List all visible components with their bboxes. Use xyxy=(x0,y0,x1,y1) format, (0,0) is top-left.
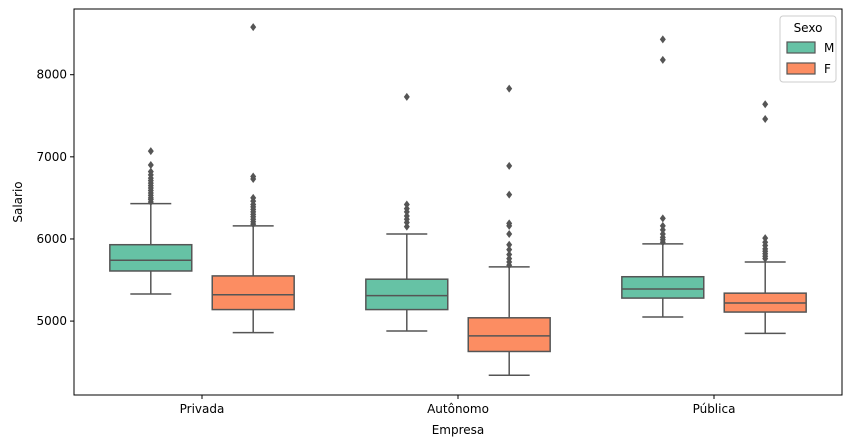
outlier-point xyxy=(403,222,410,231)
box xyxy=(467,317,551,353)
y-tick-label: 8000 xyxy=(36,68,67,82)
outlier-point xyxy=(403,211,410,220)
legend-title: Sexo xyxy=(794,21,823,35)
outlier-point xyxy=(506,230,513,239)
outlier-point xyxy=(403,92,410,101)
y-tick-label: 6000 xyxy=(36,232,67,246)
outlier-point xyxy=(659,221,666,230)
outlier-point xyxy=(506,240,513,249)
box-group-m-privada xyxy=(109,147,193,295)
outlier-point xyxy=(403,200,410,209)
box-group-f-pública xyxy=(723,100,807,335)
x-tick-label: Autônomo xyxy=(427,402,489,416)
outlier-point xyxy=(403,204,410,213)
box-group-f-autônomo xyxy=(467,84,551,377)
plot-marks xyxy=(109,23,807,377)
outlier-point xyxy=(659,225,666,234)
outlier-point xyxy=(762,115,769,124)
outlier-point xyxy=(659,55,666,64)
outlier-point xyxy=(506,84,513,93)
outlier-point xyxy=(762,238,769,247)
x-tick-label: Pública xyxy=(693,402,736,416)
legend-swatch-f xyxy=(786,62,816,75)
legend: Sexo M F xyxy=(779,15,837,83)
y-axis: 5000 6000 7000 8000 xyxy=(36,68,74,328)
box xyxy=(211,275,295,311)
legend-label-m: M xyxy=(824,41,834,55)
outlier-point xyxy=(506,245,513,254)
outlier-point xyxy=(762,100,769,109)
box-group-m-pública xyxy=(621,35,705,318)
outlier-point xyxy=(250,172,257,181)
box-group-m-autônomo xyxy=(365,92,449,332)
outlier-point xyxy=(147,167,154,176)
outlier-point xyxy=(659,230,666,239)
outlier-point xyxy=(659,35,666,44)
x-axis-label: Empresa xyxy=(432,423,485,437)
legend-label-f: F xyxy=(824,62,831,76)
y-axis-label: Salario xyxy=(11,181,25,222)
y-tick-label: 7000 xyxy=(36,150,67,164)
box-group-f-privada xyxy=(211,23,295,334)
x-axis: Privada Autônomo Pública xyxy=(180,395,736,416)
outlier-point xyxy=(250,193,257,202)
x-tick-label: Privada xyxy=(180,402,225,416)
outlier-point xyxy=(147,161,154,170)
outlier-point xyxy=(506,190,513,199)
outlier-point xyxy=(250,23,257,32)
box xyxy=(109,243,193,272)
outlier-point xyxy=(506,254,513,263)
box xyxy=(621,275,705,299)
plot-frame xyxy=(73,8,843,396)
outlier-point xyxy=(147,147,154,156)
box xyxy=(365,278,449,311)
outlier-point xyxy=(762,234,769,243)
outlier-point xyxy=(506,161,513,170)
outlier-point xyxy=(659,214,666,223)
y-tick-label: 5000 xyxy=(36,314,67,328)
outlier-point xyxy=(506,219,513,228)
legend-swatch-m xyxy=(786,41,816,54)
outlier-point xyxy=(506,250,513,259)
